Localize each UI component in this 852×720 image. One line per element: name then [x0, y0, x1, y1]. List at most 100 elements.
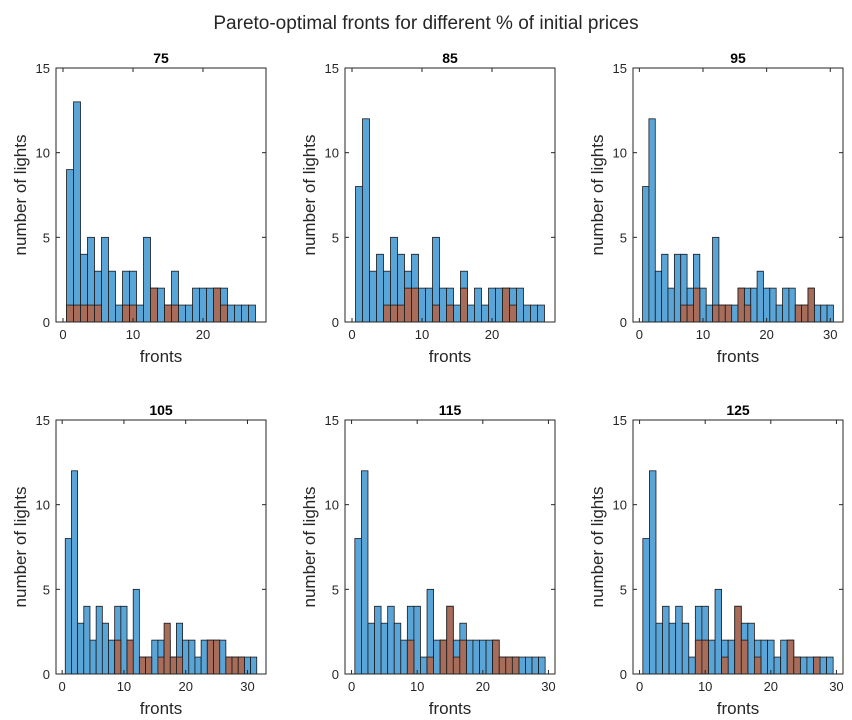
- bar-brown-16: [461, 288, 468, 322]
- x-tick-label: 10: [415, 327, 429, 342]
- x-tick-label: 0: [348, 679, 355, 694]
- bar-blue-10: [419, 288, 426, 322]
- bar-blue-8: [401, 640, 408, 674]
- bar-blue-10: [414, 606, 421, 674]
- bar-blue-20: [183, 640, 189, 674]
- y-axis-label: number of lights: [588, 487, 607, 608]
- y-axis-label: number of lights: [300, 487, 319, 608]
- bar-blue-17: [748, 623, 755, 674]
- bar-blue-4: [84, 606, 90, 674]
- bar-brown-5: [95, 305, 102, 322]
- bar-blue-19: [482, 305, 489, 322]
- bar-brown-25: [795, 305, 801, 322]
- x-tick-label: 30: [541, 679, 555, 694]
- x-tick-label: 20: [759, 327, 773, 342]
- bar-blue-18: [475, 288, 482, 322]
- bar-brown-13: [722, 657, 729, 674]
- bar-brown-14: [440, 640, 447, 674]
- bar-brown-24: [794, 657, 801, 674]
- bar-blue-26: [807, 657, 814, 674]
- bar-blue-20: [763, 288, 769, 322]
- bar-blue-15: [454, 305, 461, 322]
- y-tick-label: 0: [332, 667, 339, 682]
- bar-brown-16: [738, 288, 744, 322]
- bar-blue-6: [676, 606, 683, 674]
- bar-brown-17: [164, 623, 170, 674]
- y-tick-label: 10: [36, 498, 50, 513]
- y-tick-label: 10: [613, 146, 627, 161]
- x-tick-label: 30: [829, 679, 843, 694]
- bar-brown-9: [115, 640, 121, 674]
- bar-blue-11: [137, 305, 144, 322]
- bar-brown-23: [787, 640, 794, 674]
- bar-blue-20: [200, 288, 207, 322]
- bar-blue-6: [102, 237, 109, 322]
- y-tick-label: 15: [613, 413, 627, 428]
- bar-blue-19: [761, 640, 768, 674]
- bar-blue-20: [489, 288, 496, 322]
- bar-blue-14: [158, 288, 165, 322]
- bar-blue-21: [774, 657, 781, 674]
- series-blue: [67, 102, 256, 322]
- bar-brown-23: [499, 657, 506, 674]
- bar-blue-20: [768, 640, 775, 674]
- x-axis-label: fronts: [717, 347, 760, 366]
- bar-blue-20: [480, 640, 487, 674]
- x-axis-label: fronts: [429, 347, 472, 366]
- bar-blue-19: [757, 271, 763, 322]
- bar-brown-3: [81, 305, 88, 322]
- y-tick-label: 5: [620, 230, 627, 245]
- bar-brown-13: [719, 305, 725, 322]
- x-tick-label: 0: [348, 327, 355, 342]
- x-tick-label: 20: [485, 327, 499, 342]
- bar-blue-13: [440, 288, 447, 322]
- bar-blue-12: [715, 589, 722, 674]
- bar-brown-27: [808, 288, 814, 322]
- bar-brown-26: [802, 305, 808, 322]
- bar-brown-17: [460, 640, 467, 674]
- bar-brown-19: [176, 657, 182, 674]
- bar-blue-4: [377, 254, 384, 322]
- bar-brown-18: [170, 657, 176, 674]
- bar-brown-23: [510, 305, 517, 322]
- bar-blue-2: [74, 102, 81, 322]
- bar-blue-25: [524, 305, 531, 322]
- bar-blue-29: [821, 305, 827, 322]
- bar-blue-1: [355, 539, 362, 674]
- bar-blue-10: [121, 606, 127, 674]
- y-tick-label: 15: [325, 413, 339, 428]
- bar-blue-3: [78, 623, 84, 674]
- bar-blue-5: [668, 288, 674, 322]
- x-tick-label: 10: [696, 327, 710, 342]
- subplot-title: 75: [153, 50, 169, 66]
- bar-blue-25: [800, 657, 807, 674]
- bar-blue-27: [525, 657, 532, 674]
- y-tick-label: 10: [613, 498, 627, 513]
- bar-blue-11: [708, 640, 715, 674]
- y-tick-label: 10: [325, 146, 339, 161]
- bar-brown-16: [172, 305, 179, 322]
- subplot-title: 105: [149, 402, 173, 418]
- bar-blue-6: [388, 606, 395, 674]
- bar-brown-16: [158, 657, 164, 674]
- bar-blue-24: [228, 305, 235, 322]
- bar-blue-18: [466, 640, 473, 674]
- bar-brown-16: [741, 640, 748, 674]
- bar-blue-7: [102, 623, 108, 674]
- bar-blue-14: [728, 640, 735, 674]
- bar-blue-26: [531, 305, 538, 322]
- bar-blue-26: [220, 640, 226, 674]
- bar-brown-22: [503, 288, 510, 322]
- bar-blue-19: [193, 288, 200, 322]
- y-axis-label: number of lights: [300, 135, 319, 256]
- x-tick-label: 20: [196, 327, 210, 342]
- series-blue: [65, 471, 256, 674]
- subplot-1: 0 5 10 15 0 10 20 75 fronts number of lights: [11, 50, 266, 366]
- bar-blue-23: [783, 288, 789, 322]
- bar-blue-4: [662, 254, 668, 322]
- bar-blue-10: [700, 288, 706, 322]
- bar-brown-25: [512, 657, 519, 674]
- bar-brown-24: [506, 657, 513, 674]
- y-tick-label: 5: [43, 230, 50, 245]
- y-axis-label: number of lights: [11, 135, 30, 256]
